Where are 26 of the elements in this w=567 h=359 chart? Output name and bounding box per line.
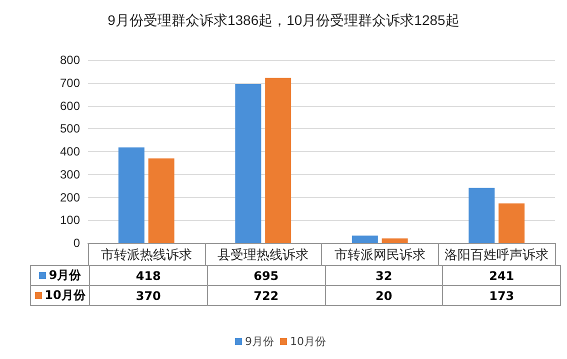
text: 10月份 [290, 335, 326, 348]
x-tick-label: 市转派网民诉求 [334, 248, 426, 263]
data-label: 418 [90, 266, 208, 286]
text: 9月份 [245, 335, 274, 348]
y-tick-label: 700 [60, 76, 80, 90]
y-tick-label: 300 [60, 167, 80, 182]
data-label: 173 [442, 286, 560, 306]
legend-label: 10月份 [30, 286, 90, 306]
data-label: 722 [207, 286, 325, 306]
y-tick-label: 500 [60, 122, 80, 136]
y-tick-label: 0 [73, 236, 80, 250]
x-tick-label: 洛阳百姓呼声诉求 [444, 248, 549, 263]
data-label: 20 [325, 286, 443, 306]
legend-label: 9月份 [30, 266, 90, 286]
data-label: 695 [207, 266, 325, 286]
x-tick-label: 市转派热线诉求 [100, 248, 192, 263]
y-tick-label: 400 [60, 144, 80, 158]
data-label: 241 [442, 266, 560, 286]
y-tick-label: 800 [60, 53, 80, 67]
data-label: 370 [90, 286, 208, 306]
chart-title: 9月份受理群众诉求1386起，10月份受理群众诉求1285起 [108, 12, 460, 28]
data-label: 32 [325, 266, 443, 286]
y-tick-label: 200 [60, 190, 80, 204]
y-tick-label: 100 [60, 213, 80, 228]
y-tick-label: 600 [60, 98, 80, 113]
x-tick-label: 县受理热线诉求 [218, 248, 309, 263]
